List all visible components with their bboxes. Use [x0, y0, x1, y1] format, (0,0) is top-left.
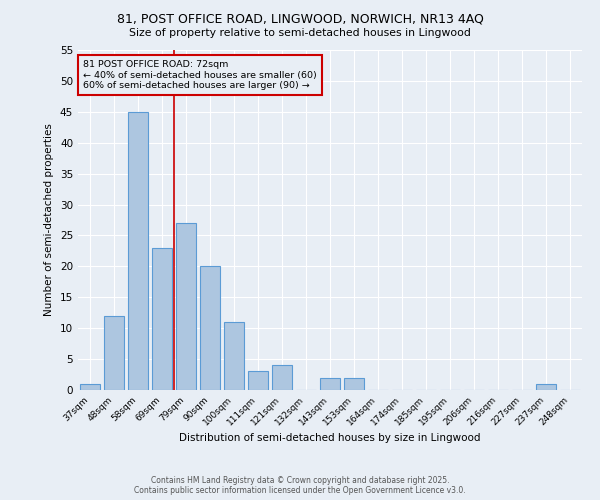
Bar	[104, 316, 124, 390]
Bar	[344, 378, 364, 390]
Bar	[272, 366, 292, 390]
Bar	[224, 322, 244, 390]
Text: Size of property relative to semi-detached houses in Lingwood: Size of property relative to semi-detach…	[129, 28, 471, 38]
Text: 81 POST OFFICE ROAD: 72sqm
← 40% of semi-detached houses are smaller (60)
60% of: 81 POST OFFICE ROAD: 72sqm ← 40% of semi…	[83, 60, 317, 90]
Bar	[200, 266, 220, 390]
Text: 81, POST OFFICE ROAD, LINGWOOD, NORWICH, NR13 4AQ: 81, POST OFFICE ROAD, LINGWOOD, NORWICH,…	[116, 12, 484, 26]
Bar	[176, 223, 196, 390]
X-axis label: Distribution of semi-detached houses by size in Lingwood: Distribution of semi-detached houses by …	[179, 432, 481, 442]
Bar	[152, 248, 172, 390]
Bar	[248, 372, 268, 390]
Bar	[320, 378, 340, 390]
Y-axis label: Number of semi-detached properties: Number of semi-detached properties	[44, 124, 55, 316]
Bar	[80, 384, 100, 390]
Text: Contains HM Land Registry data © Crown copyright and database right 2025.
Contai: Contains HM Land Registry data © Crown c…	[134, 476, 466, 495]
Bar	[128, 112, 148, 390]
Bar	[536, 384, 556, 390]
